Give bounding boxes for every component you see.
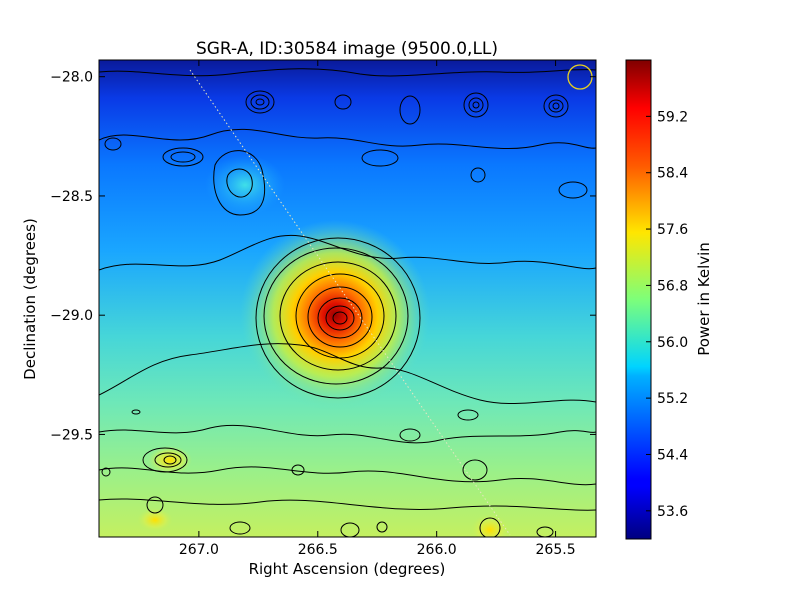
source-glow [240,220,430,410]
colorbar-label: Power in Kelvin [695,242,713,356]
yellow-blob-bottom [470,514,510,537]
plot-area [99,60,596,537]
y-axis-label: Declination (degrees) [21,218,39,380]
x-axis: 267.0 266.5 266.0 265.5 [179,60,576,558]
y-tick-label: −28.5 [50,189,93,205]
x-tick-label: 266.5 [298,542,338,558]
yellow-blob-left [148,446,192,474]
colorbar-tick-label: 56.0 [657,335,688,351]
x-tick-label: 267.0 [179,542,219,558]
colorbar-ticks: 53.6 54.4 55.2 56.0 56.8 57.6 58.4 59.2 [646,109,688,520]
colorbar-tick-label: 57.6 [657,222,688,238]
x-tick-label: 265.5 [536,542,576,558]
colorbar-tick-label: 58.4 [657,166,688,182]
colorbar-tick-label: 56.8 [657,278,688,294]
colorbar-tick-label: 59.2 [657,109,688,125]
y-tick-label: −29.0 [50,308,93,324]
colorbar-tick-label: 55.2 [657,391,688,407]
colorbar [625,59,652,540]
cyan-blob-north [205,155,285,215]
y-tick-label: −29.5 [50,427,93,443]
chart-title: SGR-A, ID:30584 image (9500.0,LL) [196,39,498,59]
y-tick-label: −28.0 [50,70,93,86]
galactic-plane-line [189,69,511,536]
y-axis: −28.0 −28.5 −29.0 −29.5 [50,70,596,443]
x-axis-label: Right Ascension (degrees) [249,560,446,578]
contour-lines [99,68,596,537]
colorbar-tick-label: 54.4 [657,447,688,463]
yellow-blob-bottom2 [137,508,173,532]
x-tick-label: 266.0 [417,542,457,558]
plot-frame [98,59,597,538]
colorbar-tick-label: 53.6 [657,504,688,520]
